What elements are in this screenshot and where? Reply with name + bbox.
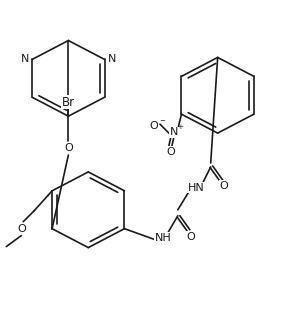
Text: N: N xyxy=(170,127,178,137)
Text: O: O xyxy=(150,121,158,131)
Text: Br: Br xyxy=(62,96,75,109)
Text: −: − xyxy=(159,118,165,124)
Text: O: O xyxy=(166,147,175,157)
Text: +: + xyxy=(177,124,183,130)
Text: O: O xyxy=(186,232,195,242)
Text: O: O xyxy=(219,181,228,191)
Text: O: O xyxy=(18,224,27,234)
Text: N: N xyxy=(21,54,29,64)
Text: N: N xyxy=(108,54,116,64)
Text: O: O xyxy=(64,143,73,153)
Text: HN: HN xyxy=(188,183,204,193)
Text: NH: NH xyxy=(154,233,171,243)
